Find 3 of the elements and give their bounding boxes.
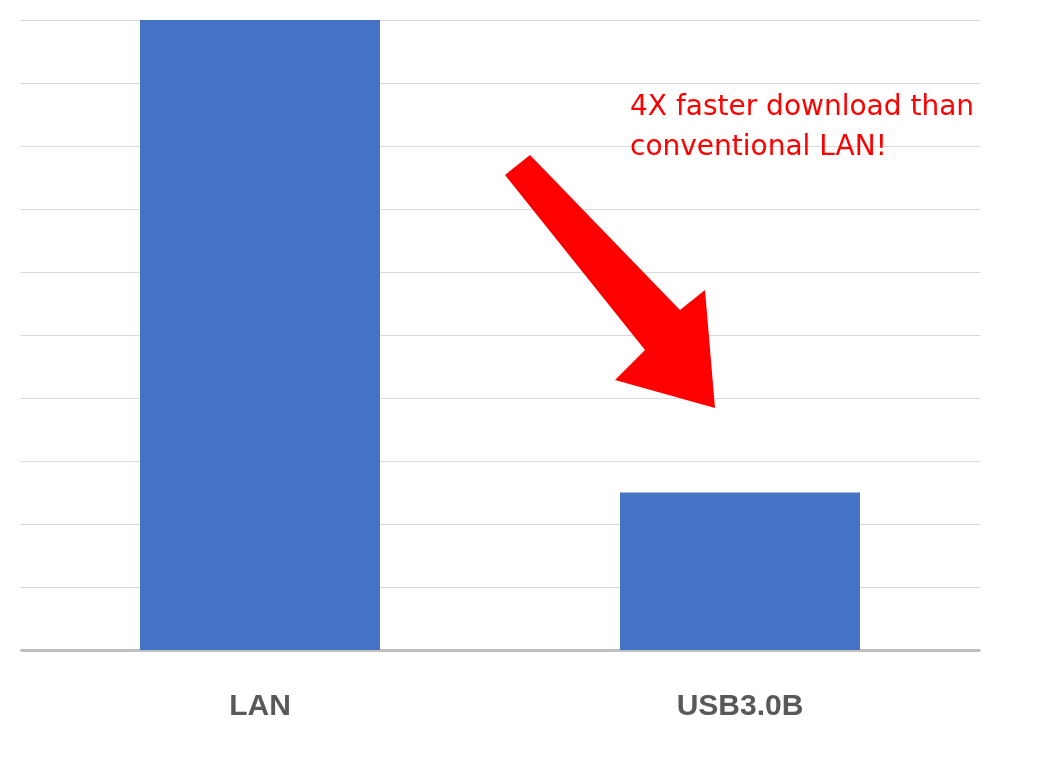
x-tick-label: LAN bbox=[229, 687, 291, 721]
annotation: 4X faster download than conventional LAN! bbox=[630, 88, 976, 164]
x-tick-label: USB3.0B bbox=[676, 687, 804, 721]
